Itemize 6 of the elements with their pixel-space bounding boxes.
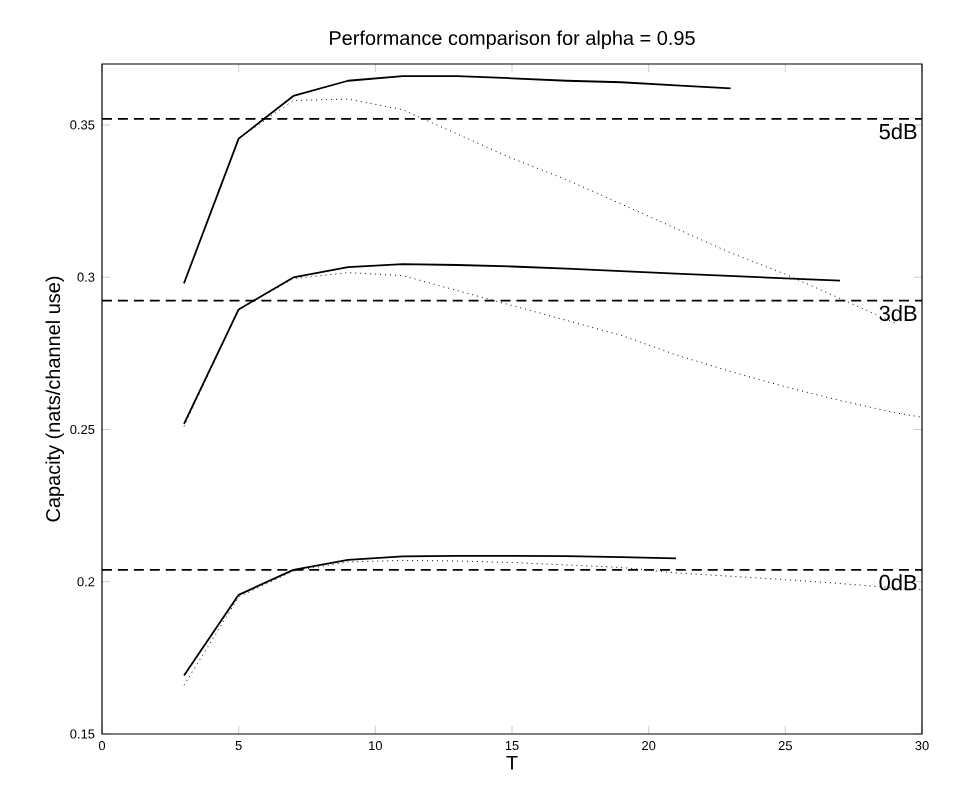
ref-line-label: 5dB (879, 123, 917, 140)
chart-title: Performance comparison for alpha = 0.95 (330, 30, 695, 49)
ref-line-label: 0dB (879, 574, 917, 591)
y-axis-title: Capacity (nats/channel use) (45, 276, 65, 522)
ref-line-label: 3dB (879, 305, 917, 322)
x-axis-title: T (506, 755, 518, 770)
